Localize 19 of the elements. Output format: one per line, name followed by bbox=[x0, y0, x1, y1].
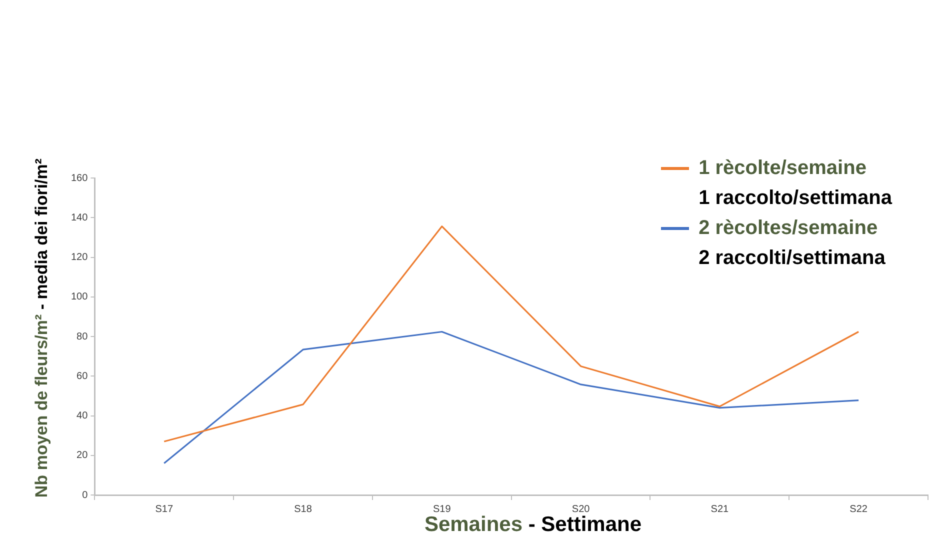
y-tick-label: 0 bbox=[82, 490, 88, 501]
legend-label: 1 rècolte/semaine 1 raccolto/settimana bbox=[698, 156, 892, 211]
y-tick-label: 120 bbox=[70, 252, 88, 263]
y-tick-label: 160 bbox=[70, 172, 88, 184]
x-tick-label: S20 bbox=[572, 504, 590, 515]
x-tick-label: S18 bbox=[294, 504, 312, 515]
y-tick-label: 100 bbox=[70, 292, 88, 303]
x-axis-title: Semaines - Settimane bbox=[424, 513, 642, 536]
y-tick-label: 40 bbox=[76, 410, 88, 422]
y-tick-label: 140 bbox=[70, 212, 88, 224]
y-tick-label: 60 bbox=[76, 370, 88, 382]
y-axis-title: Nb moyen de fleurs/m² - media dei fiori/m² bbox=[32, 158, 51, 498]
legend-label: 2 rècoltes/semaine 2 raccolti/settimana bbox=[698, 216, 886, 271]
x-tick-label: S19 bbox=[433, 504, 452, 515]
y-tick-label: 20 bbox=[76, 450, 88, 462]
y-tick-label: 80 bbox=[76, 331, 88, 342]
x-tick-label: S21 bbox=[710, 504, 730, 515]
x-tick-label: S17 bbox=[155, 504, 174, 515]
x-tick-label: S22 bbox=[850, 504, 868, 515]
